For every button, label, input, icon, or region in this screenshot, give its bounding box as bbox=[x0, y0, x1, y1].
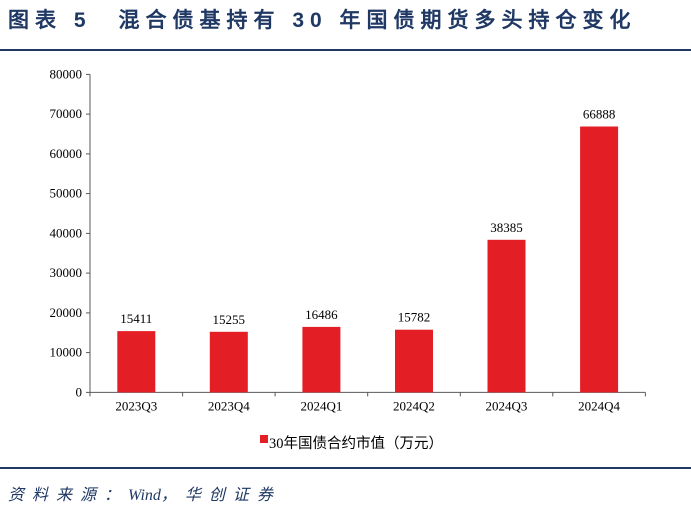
svg-text:10000: 10000 bbox=[50, 345, 83, 360]
svg-text:20000: 20000 bbox=[50, 305, 83, 320]
svg-text:70000: 70000 bbox=[50, 106, 83, 121]
svg-text:15782: 15782 bbox=[398, 310, 431, 325]
svg-text:15411: 15411 bbox=[120, 311, 152, 326]
svg-text:0: 0 bbox=[76, 384, 83, 399]
svg-text:2024Q2: 2024Q2 bbox=[393, 398, 435, 413]
svg-text:66888: 66888 bbox=[583, 107, 616, 122]
svg-text:2024Q4: 2024Q4 bbox=[578, 398, 620, 413]
svg-text:2023Q3: 2023Q3 bbox=[115, 398, 157, 413]
svg-text:16486: 16486 bbox=[305, 307, 338, 322]
svg-text:30000: 30000 bbox=[50, 265, 83, 280]
svg-text:2024Q3: 2024Q3 bbox=[486, 398, 528, 413]
svg-text:15255: 15255 bbox=[213, 312, 246, 327]
svg-text:80000: 80000 bbox=[50, 66, 83, 81]
svg-text:50000: 50000 bbox=[50, 186, 83, 201]
svg-text:2023Q4: 2023Q4 bbox=[208, 398, 250, 413]
svg-text:40000: 40000 bbox=[50, 225, 83, 240]
svg-text:60000: 60000 bbox=[50, 146, 83, 161]
svg-text:38385: 38385 bbox=[490, 220, 523, 235]
svg-text:2024Q1: 2024Q1 bbox=[300, 398, 342, 413]
